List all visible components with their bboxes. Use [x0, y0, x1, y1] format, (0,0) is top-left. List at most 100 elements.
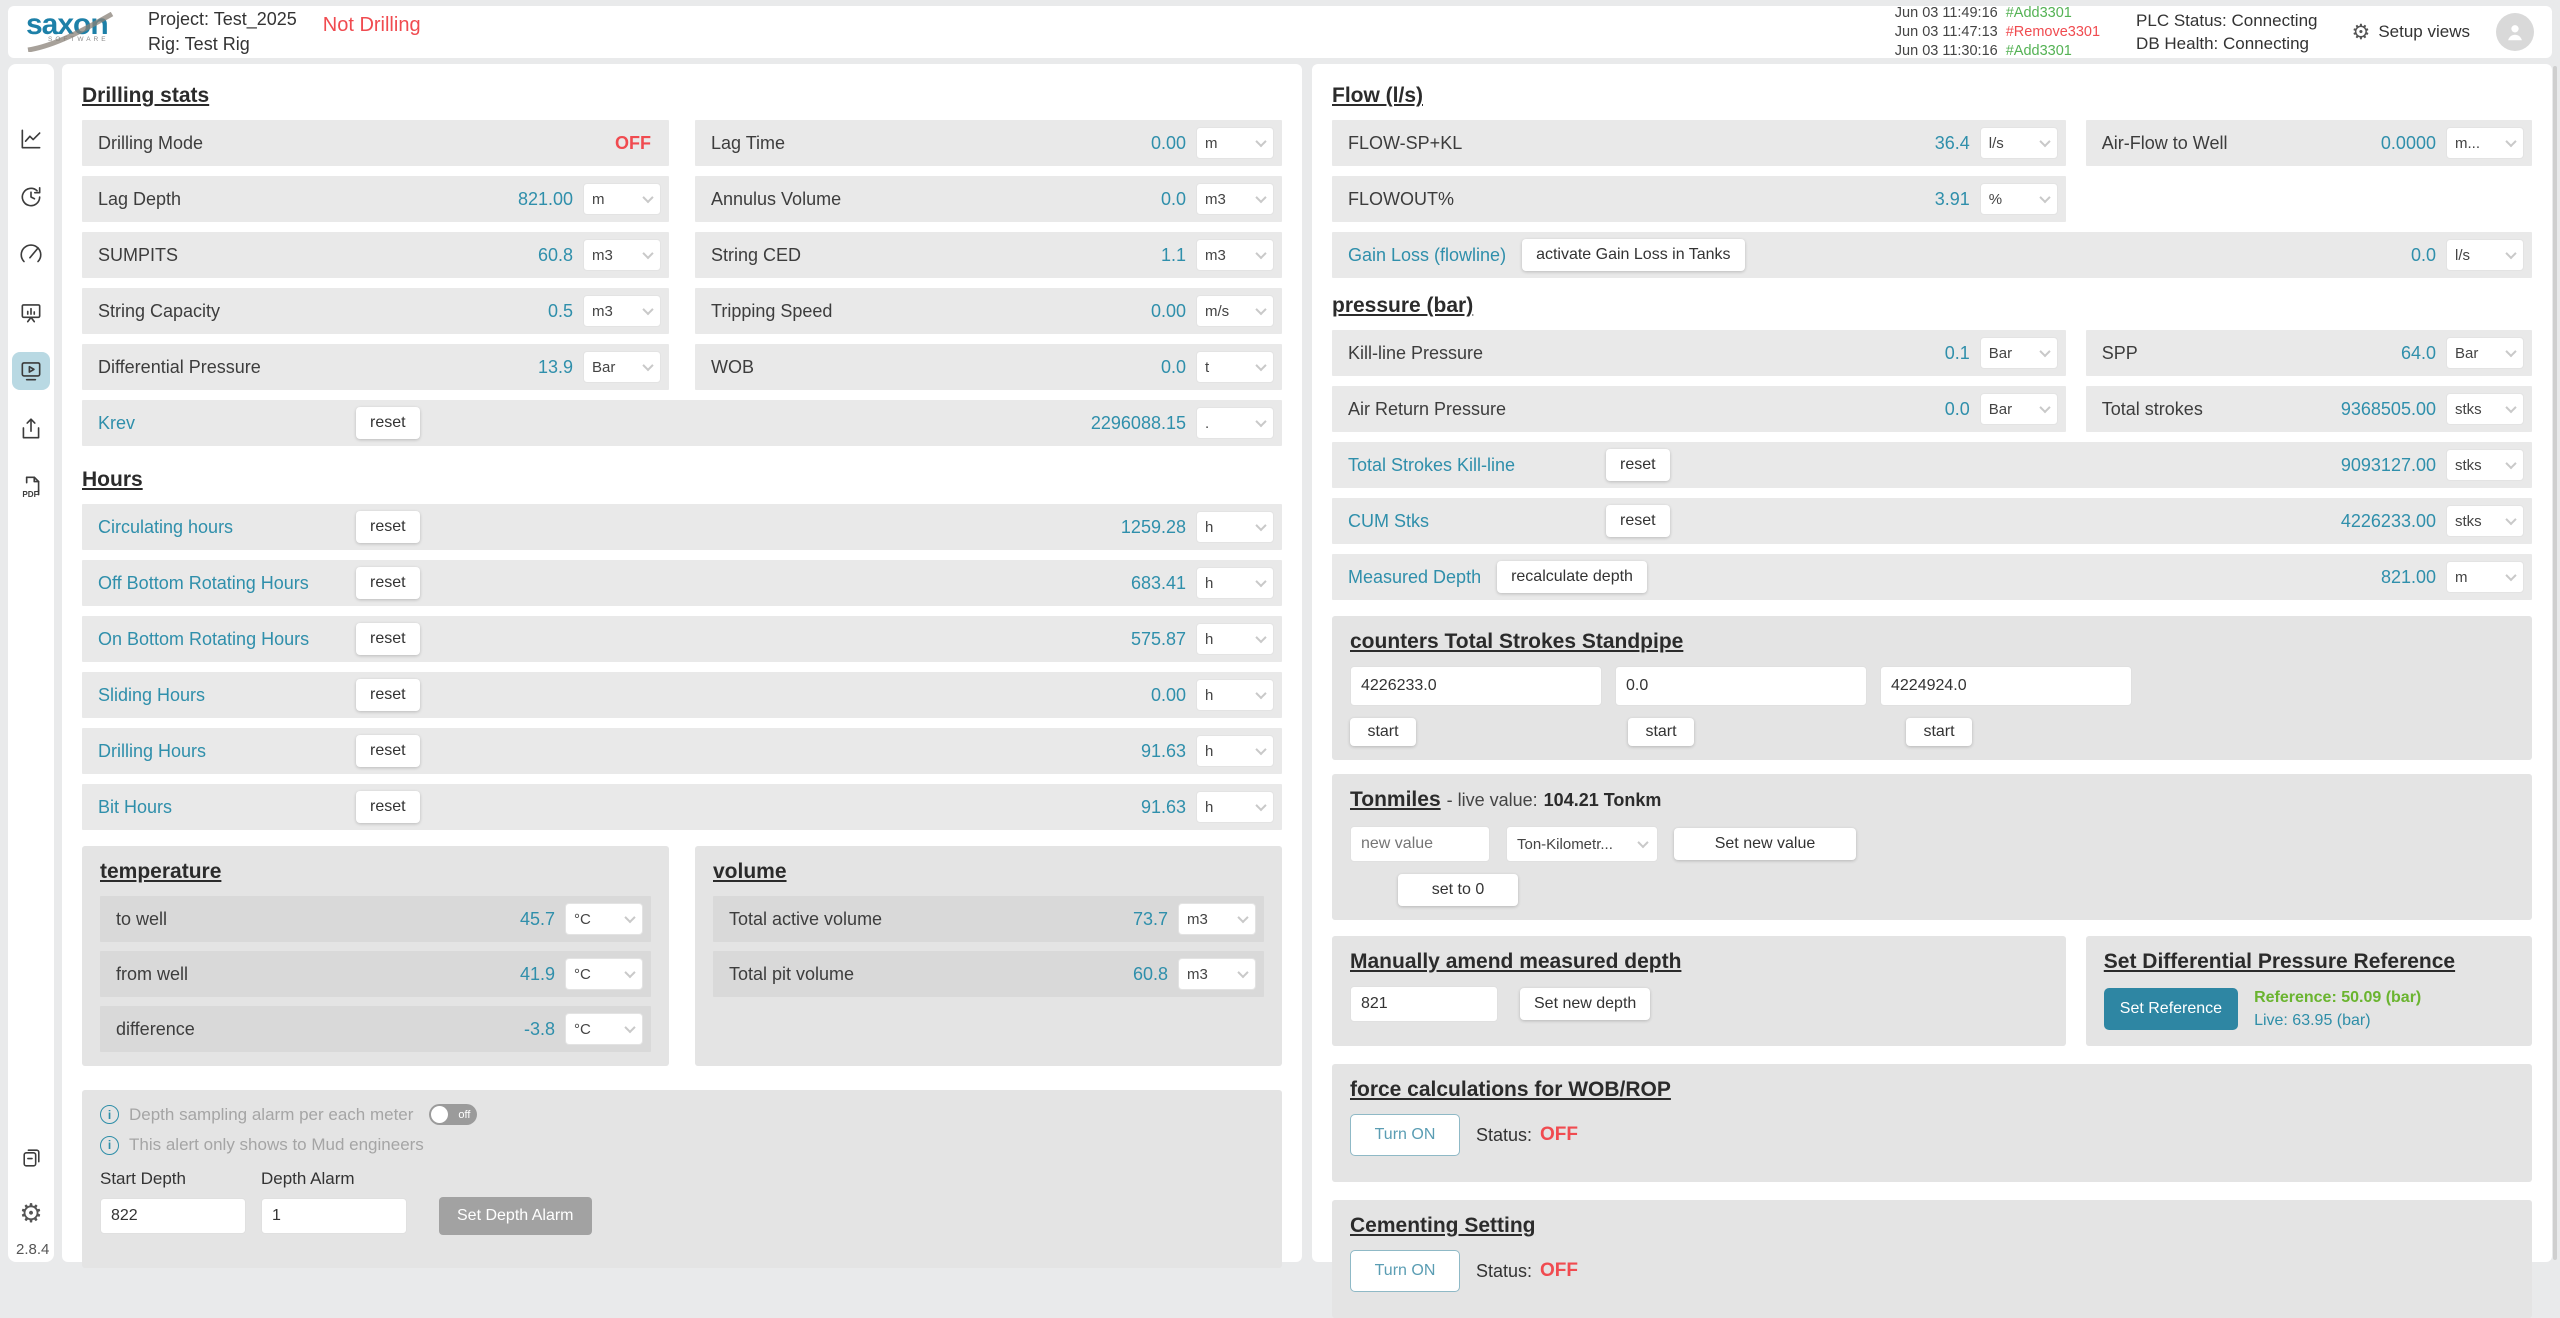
counter-input-3[interactable]: [1880, 666, 2132, 706]
tonmiles-new-value-input[interactable]: [1350, 826, 1490, 862]
hours-label[interactable]: Drilling Hours: [98, 741, 356, 762]
unit-select[interactable]: %: [1980, 183, 2058, 215]
recalculate-depth-button[interactable]: recalculate depth: [1497, 561, 1647, 593]
chevron-down-icon: [2039, 346, 2050, 357]
sidebar-item-export[interactable]: [12, 410, 50, 448]
gain-loss-label[interactable]: Gain Loss (flowline): [1348, 245, 1506, 266]
hours-value: 91.63: [1141, 797, 1186, 818]
amend-depth-input[interactable]: [1350, 986, 1498, 1022]
start-button-3[interactable]: start: [1906, 718, 1972, 746]
tonmiles-unit-select[interactable]: Ton-Kilometr...: [1506, 826, 1658, 862]
set-new-depth-button[interactable]: Set new depth: [1520, 988, 1650, 1020]
monitor-play-icon: [18, 358, 44, 384]
stat-value: OFF: [615, 133, 651, 154]
wob-rop-panel: force calculations for WOB/ROP Turn ON S…: [1332, 1064, 2532, 1182]
dp-reference-controls: Set Reference Reference: 50.09 (bar) Liv…: [2104, 986, 2514, 1032]
sidebar-item-trend-charts[interactable]: [12, 120, 50, 158]
counter-input-2[interactable]: [1615, 666, 1867, 706]
depth-alarm-toggle[interactable]: off: [429, 1104, 477, 1125]
total-strokes-kill-line-label[interactable]: Total Strokes Kill-line: [1348, 455, 1606, 476]
hours-label[interactable]: Off Bottom Rotating Hours: [98, 573, 356, 594]
hours-label[interactable]: On Bottom Rotating Hours: [98, 629, 356, 650]
unit-select[interactable]: m...: [2446, 127, 2524, 159]
unit-select[interactable]: m3: [583, 295, 661, 327]
top-header: saxon SOFTWARE Project: Test_2025 Rig: T…: [8, 6, 2552, 58]
reset-button[interactable]: reset: [356, 791, 420, 823]
cementing-turn-on-button[interactable]: Turn ON: [1350, 1250, 1460, 1292]
sidebar-item-documents[interactable]: [12, 1138, 50, 1176]
unit-select[interactable]: m3: [1178, 903, 1256, 935]
unit-select[interactable]: stks: [2446, 393, 2524, 425]
unit-select[interactable]: h: [1196, 623, 1274, 655]
sidebar-item-live-view[interactable]: [12, 352, 50, 390]
hours-label[interactable]: Circulating hours: [98, 517, 356, 538]
unit-select[interactable]: m: [1196, 127, 1274, 159]
reset-button[interactable]: reset: [356, 623, 420, 655]
unit-select[interactable]: Bar: [1980, 393, 2058, 425]
start-button-2[interactable]: start: [1628, 718, 1694, 746]
unit-select[interactable]: t: [1196, 351, 1274, 383]
reset-button[interactable]: reset: [356, 567, 420, 599]
set-reference-button[interactable]: Set Reference: [2104, 988, 2238, 1030]
reset-button[interactable]: reset: [356, 511, 420, 543]
sidebar-item-gauges[interactable]: [12, 236, 50, 274]
setup-views-button[interactable]: ⚙ Setup views: [2352, 22, 2471, 43]
tonmiles-controls: Ton-Kilometr... Set new value: [1350, 826, 2514, 862]
unit-select[interactable]: m: [583, 183, 661, 215]
unit-select[interactable]: m/s: [1196, 295, 1274, 327]
unit-select[interactable]: Bar: [2446, 337, 2524, 369]
scrollbar[interactable]: [2553, 66, 2557, 1260]
unit-select[interactable]: h: [1196, 511, 1274, 543]
unit-select[interactable]: m3: [1196, 239, 1274, 271]
unit-select[interactable]: m3: [583, 239, 661, 271]
unit-select[interactable]: .: [1196, 407, 1274, 439]
unit-select[interactable]: °C: [565, 903, 643, 935]
counter-input-1[interactable]: [1350, 666, 1602, 706]
unit-select[interactable]: h: [1196, 735, 1274, 767]
hours-label[interactable]: Sliding Hours: [98, 685, 356, 706]
unit-select[interactable]: m3: [1178, 958, 1256, 990]
pressure-row-air-return: Air Return Pressure 0.0 Bar: [1332, 386, 2066, 432]
unit-select[interactable]: l/s: [2446, 239, 2524, 271]
unit-select[interactable]: l/s: [1980, 127, 2058, 159]
krev-reset-button[interactable]: reset: [356, 407, 420, 439]
sidebar-item-history[interactable]: [12, 178, 50, 216]
unit-select[interactable]: stks: [2446, 505, 2524, 537]
cum-stks-label[interactable]: CUM Stks: [1348, 511, 1606, 532]
activate-gain-loss-button[interactable]: activate Gain Loss in Tanks: [1522, 239, 1744, 271]
unit-select[interactable]: stks: [2446, 449, 2524, 481]
sidebar-item-settings[interactable]: ⚙: [12, 1194, 50, 1232]
event-row: Jun 03 11:47:13#Remove3301: [1895, 23, 2100, 42]
unit-select[interactable]: m3: [1196, 183, 1274, 215]
unit-select[interactable]: Bar: [583, 351, 661, 383]
set-new-value-button[interactable]: Set new value: [1674, 828, 1856, 860]
unit-select[interactable]: Bar: [1980, 337, 2058, 369]
set-to-zero-button[interactable]: set to 0: [1398, 874, 1518, 906]
stat-value: 0.0: [1161, 189, 1186, 210]
info-line-2: i This alert only shows to Mud engineers: [100, 1135, 1264, 1155]
reset-button[interactable]: reset: [1606, 505, 1670, 537]
user-avatar[interactable]: [2496, 13, 2534, 51]
depth-alarm-label: Depth Alarm: [261, 1169, 355, 1189]
unit-select[interactable]: °C: [565, 958, 643, 990]
wob-rop-turn-on-button[interactable]: Turn ON: [1350, 1114, 1460, 1156]
krev-label[interactable]: Krev: [98, 413, 356, 434]
reset-button[interactable]: reset: [356, 679, 420, 711]
unit-select[interactable]: °C: [565, 1013, 643, 1045]
dp-reference-panel: Set Differential Pressure Reference Set …: [2086, 936, 2532, 1046]
chevron-down-icon: [2505, 570, 2516, 581]
reset-button[interactable]: reset: [1606, 449, 1670, 481]
start-button-1[interactable]: start: [1350, 718, 1416, 746]
unit-select[interactable]: h: [1196, 791, 1274, 823]
measured-depth-label[interactable]: Measured Depth: [1348, 567, 1481, 588]
reset-button[interactable]: reset: [356, 735, 420, 767]
sidebar-item-pdf-export[interactable]: PDF: [12, 468, 50, 506]
depth-alarm-input[interactable]: [261, 1198, 407, 1234]
unit-select[interactable]: h: [1196, 679, 1274, 711]
unit-select[interactable]: h: [1196, 567, 1274, 599]
set-depth-alarm-button[interactable]: Set Depth Alarm: [439, 1197, 592, 1235]
unit-select[interactable]: m: [2446, 561, 2524, 593]
start-depth-input[interactable]: [100, 1198, 246, 1234]
hours-label[interactable]: Bit Hours: [98, 797, 356, 818]
sidebar-item-presentation[interactable]: [12, 294, 50, 332]
